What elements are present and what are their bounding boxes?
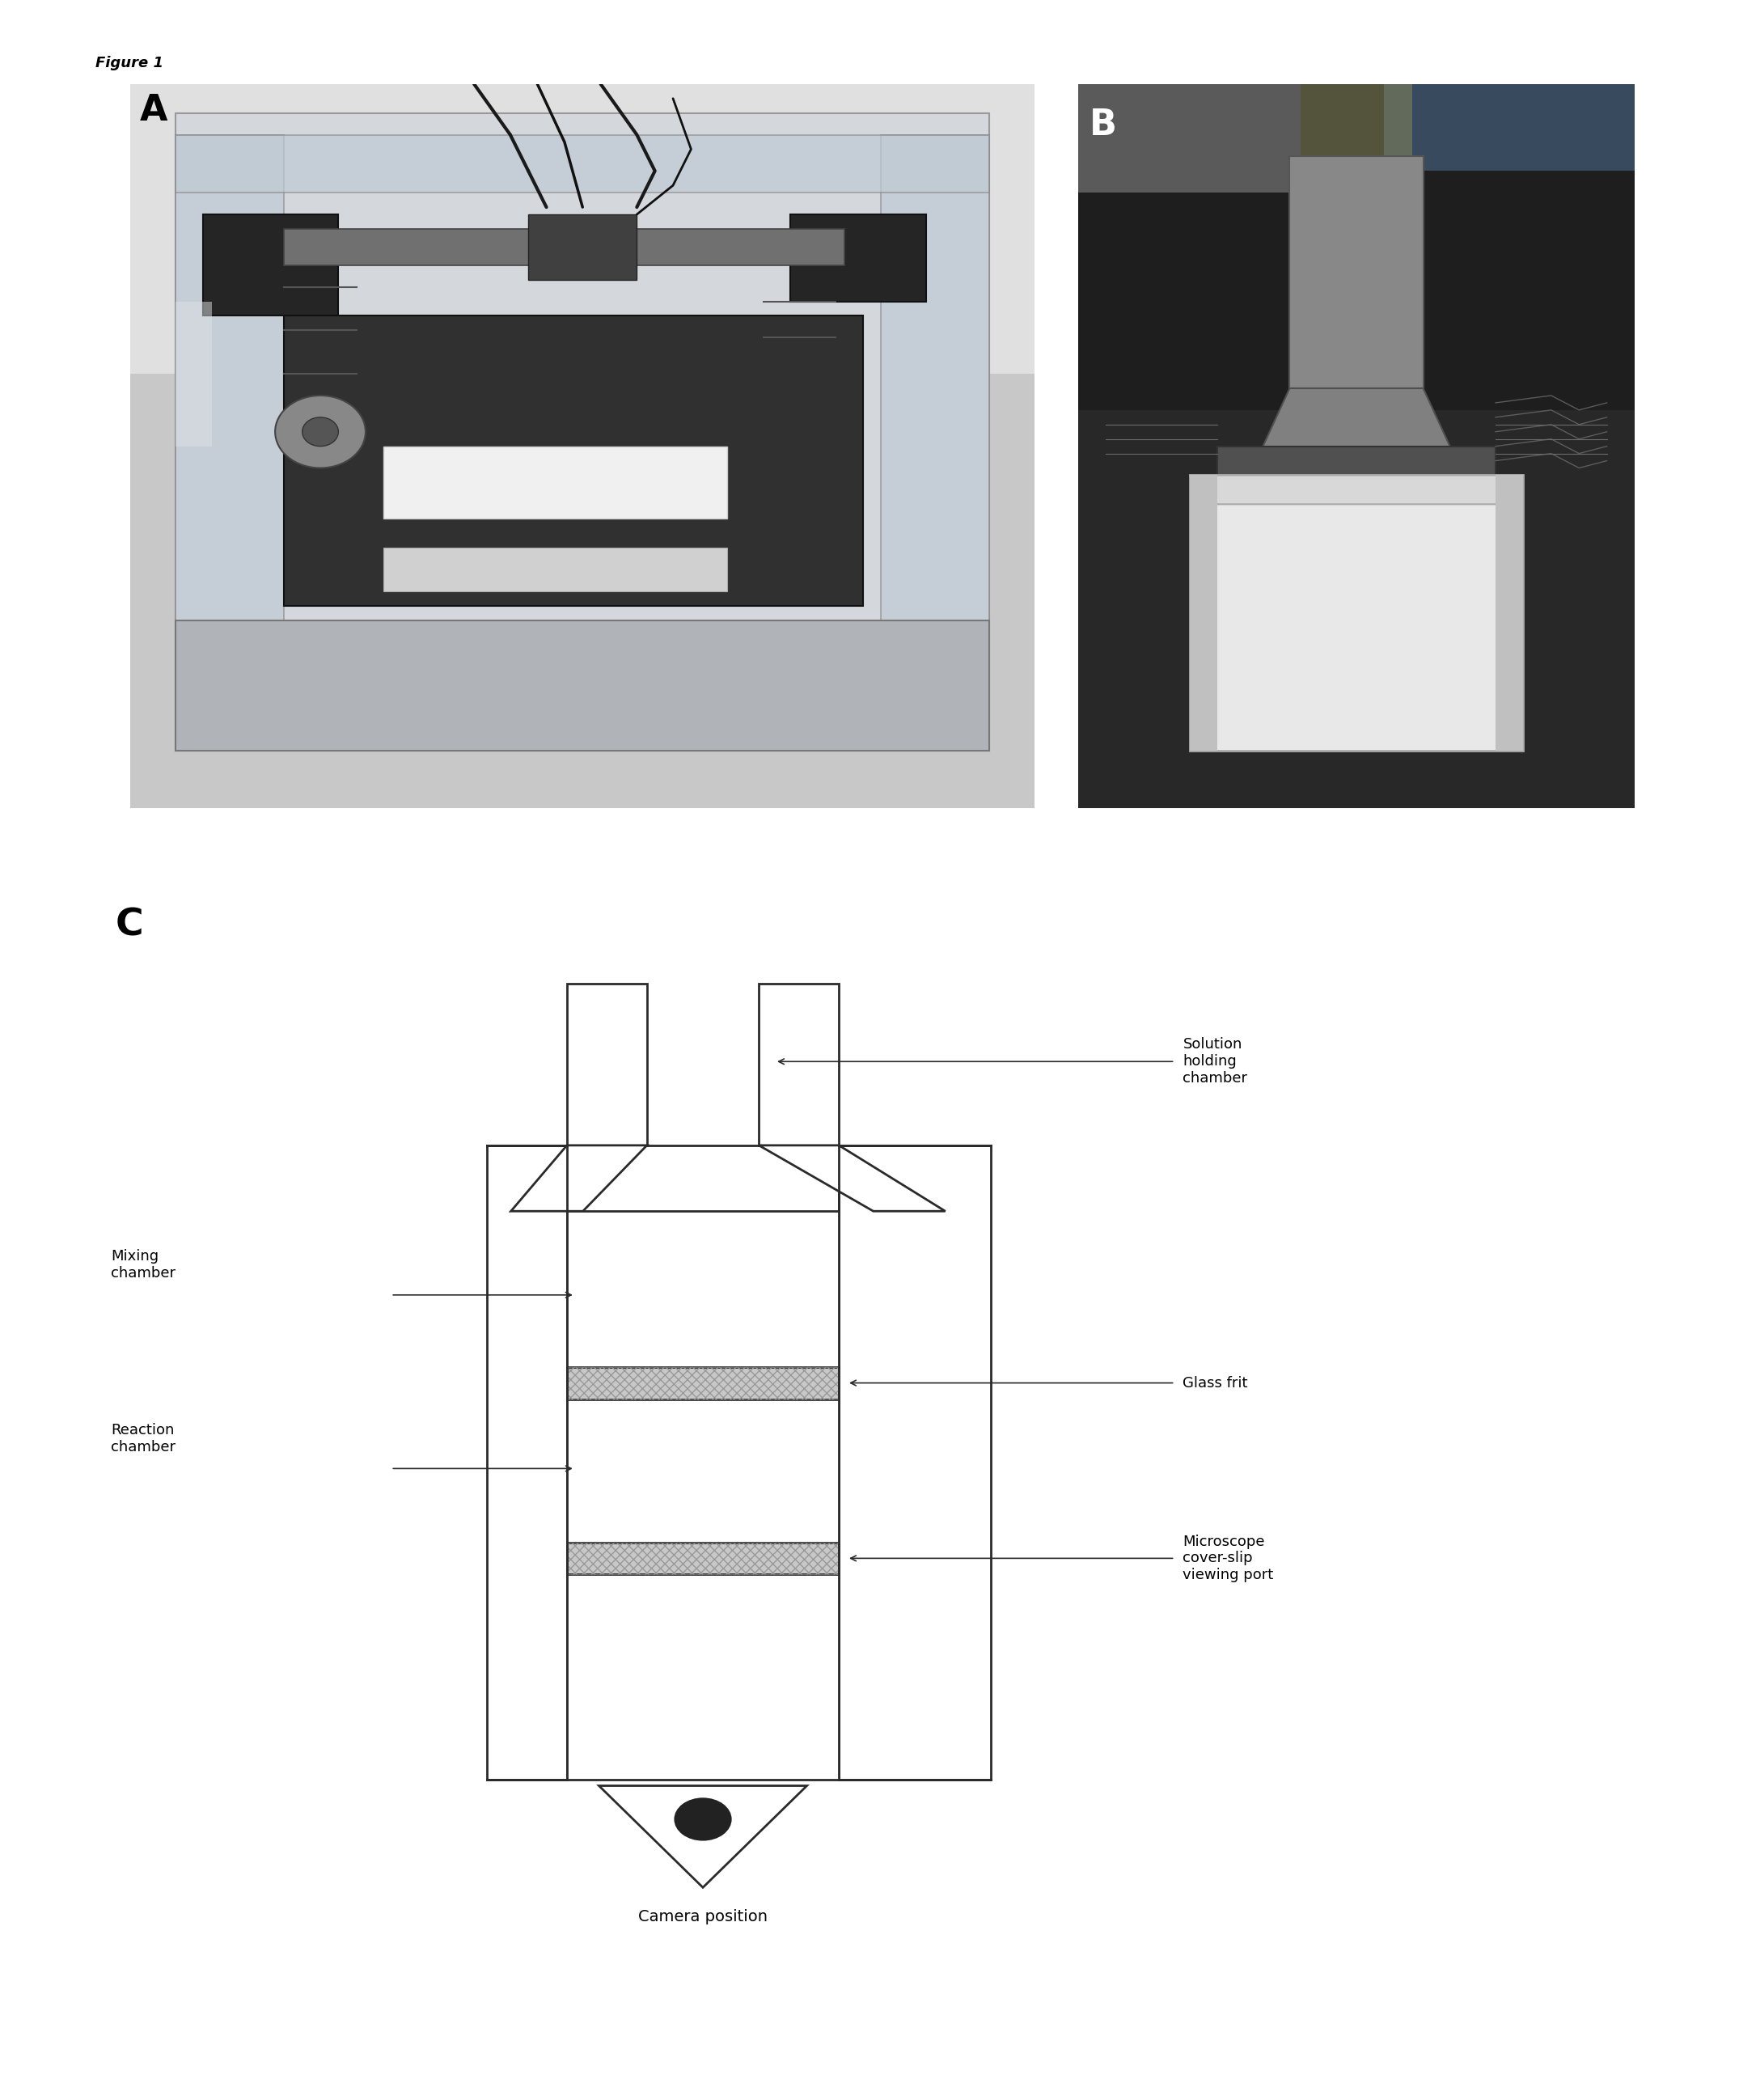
Text: Camera position: Camera position	[638, 1909, 767, 1924]
Polygon shape	[1189, 475, 1523, 504]
Bar	[1384, 84, 1635, 170]
Bar	[1217, 445, 1496, 475]
Bar	[283, 229, 845, 265]
Bar	[567, 1399, 838, 1544]
Bar	[176, 134, 283, 750]
Bar	[384, 447, 727, 519]
Text: C: C	[117, 907, 144, 945]
Bar	[203, 214, 339, 315]
Bar	[176, 302, 212, 447]
Text: Solution
holding
chamber: Solution holding chamber	[1183, 1037, 1247, 1086]
Polygon shape	[598, 1785, 807, 1888]
Bar	[1189, 475, 1523, 750]
Bar	[487, 1145, 567, 1781]
Bar	[567, 1573, 838, 1781]
Circle shape	[675, 1798, 732, 1842]
Bar	[176, 620, 989, 750]
Bar	[1078, 84, 1301, 193]
Bar	[567, 1544, 838, 1573]
Polygon shape	[1256, 388, 1457, 460]
Text: Microscope
cover-slip
viewing port: Microscope cover-slip viewing port	[1183, 1535, 1273, 1583]
Bar	[384, 548, 727, 592]
Bar	[567, 983, 647, 1145]
Bar	[838, 1145, 991, 1781]
Text: Reaction
chamber: Reaction chamber	[111, 1424, 176, 1455]
Bar	[130, 84, 1035, 374]
Text: A: A	[139, 92, 167, 128]
Text: Glass frit: Glass frit	[1183, 1376, 1249, 1390]
Bar	[1496, 475, 1523, 750]
Bar	[1301, 84, 1412, 158]
Polygon shape	[511, 1145, 647, 1212]
Text: B: B	[1089, 107, 1116, 143]
Bar	[791, 214, 927, 300]
Circle shape	[275, 395, 365, 468]
Bar	[529, 214, 636, 279]
Bar	[176, 113, 989, 750]
Bar	[1189, 475, 1217, 750]
Circle shape	[303, 418, 339, 445]
Bar	[758, 983, 838, 1145]
Text: Figure 1: Figure 1	[96, 57, 163, 71]
Bar	[1078, 84, 1635, 410]
Polygon shape	[758, 1145, 946, 1212]
Bar	[1290, 158, 1423, 388]
Bar	[283, 315, 863, 605]
Bar	[176, 134, 989, 193]
Bar	[882, 134, 989, 750]
Text: Mixing
chamber: Mixing chamber	[111, 1250, 176, 1281]
Bar	[567, 1367, 838, 1399]
Bar	[567, 1212, 838, 1367]
